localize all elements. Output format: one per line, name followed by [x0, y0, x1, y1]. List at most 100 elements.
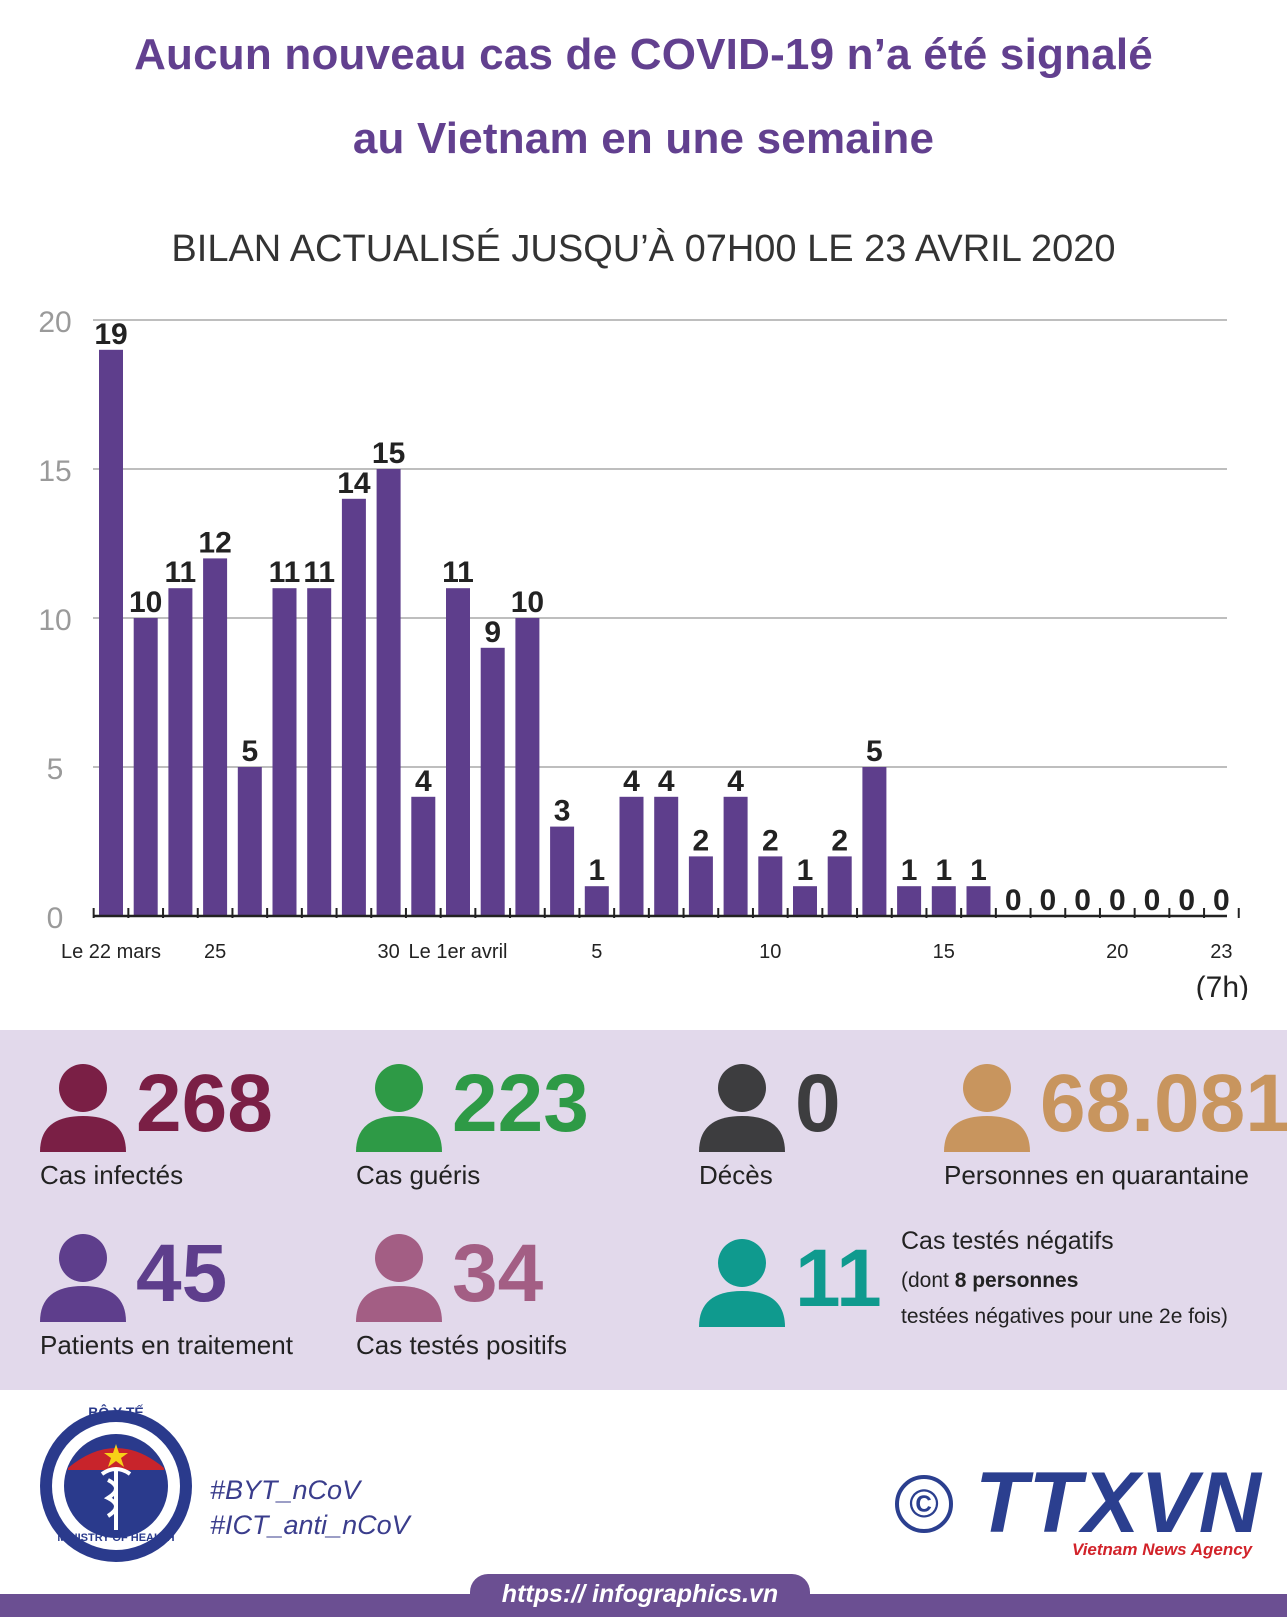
bar	[99, 349, 123, 916]
positive-label: Cas testés positifs	[356, 1330, 567, 1360]
person-body	[699, 1116, 785, 1152]
bar-value-label: 2	[831, 824, 848, 857]
footer: BỘ Y TẾ MINISTRY OF HEALTH #BYT_nCoV #IC…	[0, 1390, 1287, 1617]
bar	[584, 886, 609, 916]
bar-value-label: 2	[693, 824, 710, 857]
bar	[688, 856, 713, 916]
bar	[654, 796, 679, 916]
bar	[515, 618, 540, 916]
bar	[966, 886, 991, 916]
bar-value-label: 11	[442, 556, 474, 589]
bar	[272, 588, 297, 916]
person-icon	[699, 1239, 785, 1327]
person-body	[356, 1286, 442, 1322]
y-tick-label: 15	[38, 455, 71, 488]
bar-value-label: 5	[866, 735, 883, 768]
url-tab	[470, 1574, 810, 1617]
bar	[168, 588, 193, 916]
bar	[446, 588, 470, 916]
person-icon	[944, 1064, 1030, 1152]
bar-value-label: 5	[241, 735, 258, 768]
quarantine-label: Personnes en quarantaine	[944, 1160, 1250, 1190]
bar-value-label: 1	[935, 854, 952, 887]
bar	[550, 826, 575, 916]
bar	[480, 647, 505, 916]
person-body	[356, 1116, 442, 1152]
bar	[758, 856, 783, 916]
bar	[341, 498, 366, 916]
bar	[411, 796, 436, 916]
x-tick-label: 15	[933, 941, 955, 963]
bar-value-label: 10	[511, 586, 544, 619]
website-url[interactable]: https:// infographics.vn	[501, 1580, 779, 1608]
person-body	[699, 1291, 785, 1327]
vietnam-news-agency: Vietnam News Agency	[1072, 1540, 1253, 1559]
negative-detail: (dont 8 personnes	[901, 1269, 1078, 1293]
bar-value-label: 11	[303, 556, 335, 589]
positive-count: 34	[452, 1228, 544, 1319]
negative-detail-open: (dont	[901, 1269, 955, 1292]
bar-value-label: 1	[901, 854, 918, 887]
hashtag-ict: #ICT_anti_nCoV	[210, 1510, 410, 1540]
bar-value-label: 10	[129, 586, 162, 619]
bar	[862, 767, 887, 916]
deaths-label: Décès	[699, 1160, 773, 1190]
bar	[376, 469, 401, 916]
ttxvn-logo: TTXVN	[975, 1455, 1262, 1551]
person-body	[40, 1286, 126, 1322]
bar-value-label: 2	[762, 824, 779, 857]
person-head	[963, 1064, 1011, 1112]
x-tick-label: 25	[204, 941, 226, 963]
infected-count: 268	[136, 1058, 273, 1149]
infected-label: Cas infectés	[40, 1160, 184, 1190]
person-icon	[356, 1064, 442, 1152]
x-tick-label: 5	[591, 941, 602, 963]
negative-detail-line3: testées négatives pour une 2e fois)	[901, 1305, 1228, 1328]
person-icon	[40, 1234, 126, 1322]
bar	[793, 886, 817, 916]
y-tick-label: 0	[47, 902, 64, 935]
bar-value-label: 0	[1109, 884, 1126, 917]
recovered-label: Cas guéris	[356, 1160, 481, 1190]
person-head	[375, 1234, 423, 1282]
bar-value-label: 11	[165, 556, 197, 589]
subtitle: BILAN ACTUALISÉ JUSQU’À 07H00 LE 23 AVRI…	[171, 228, 1116, 270]
caduceus-icon	[100, 1467, 132, 1530]
bar-value-label: 0	[1074, 884, 1091, 917]
copyright-icon: ©	[895, 1475, 953, 1533]
logo-bottom-text: MINISTRY OF HEALTH	[57, 1532, 175, 1544]
person-head	[375, 1064, 423, 1112]
bar-value-label: 4	[658, 765, 675, 798]
treatment-count: 45	[136, 1228, 228, 1319]
person-icon	[40, 1064, 126, 1152]
bar-value-label: 0	[1144, 884, 1161, 917]
person-icon	[699, 1064, 785, 1152]
deaths-count: 0	[795, 1058, 841, 1149]
bar	[237, 767, 262, 916]
ministry-of-health-logo	[40, 1410, 192, 1562]
bar	[931, 886, 956, 916]
bar-value-label: 1	[588, 854, 605, 887]
bar-value-label: 0	[1005, 884, 1022, 917]
bar-value-label: 3	[554, 795, 571, 828]
bar	[133, 618, 158, 916]
person-icon	[356, 1234, 442, 1322]
treatment-label: Patients en traitement	[40, 1330, 293, 1360]
bar-value-label: 14	[337, 467, 371, 500]
bar	[827, 856, 852, 916]
person-head	[718, 1064, 766, 1112]
x-tick-label: 30	[377, 941, 399, 963]
bar-value-label: 1	[797, 854, 814, 887]
bar-value-label: 19	[94, 318, 127, 351]
person-head	[718, 1239, 766, 1287]
bar	[897, 886, 922, 916]
quarantine-count: 68.081	[1040, 1058, 1287, 1149]
negative-label: Cas testés négatifs	[901, 1227, 1114, 1255]
negative-count: 11	[795, 1233, 882, 1324]
bar	[619, 796, 644, 916]
person-body	[40, 1116, 126, 1152]
bar-value-label: 0	[1178, 884, 1195, 917]
x-tick-label: Le 22 mars	[61, 941, 161, 963]
bar	[203, 558, 228, 916]
logo-top-text: BỘ Y TẾ	[88, 1404, 144, 1420]
